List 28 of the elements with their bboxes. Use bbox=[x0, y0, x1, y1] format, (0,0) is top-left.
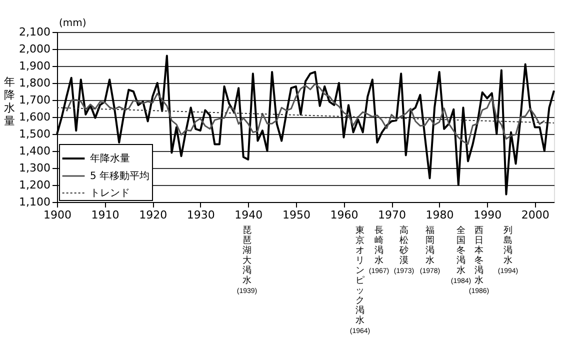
legend-label: 年降水量 bbox=[90, 152, 130, 164]
x-tick-label: 1990 bbox=[474, 208, 502, 222]
y-tick-label: 1,600 bbox=[19, 110, 50, 124]
x-tick-label: 1970 bbox=[378, 208, 406, 222]
y-tick-label: 1,400 bbox=[19, 144, 50, 158]
text: (mm) bbox=[59, 18, 86, 29]
y-axis-title: 年降水量 bbox=[4, 76, 15, 128]
x-tick-label: 1910 bbox=[91, 208, 120, 222]
x-tick-label: 1960 bbox=[330, 208, 358, 222]
y-tick-label: 1,500 bbox=[19, 128, 50, 140]
legend-label: トレンド bbox=[90, 188, 130, 199]
y-tick-label: 1,100 bbox=[19, 196, 50, 208]
x-tick-label: 1920 bbox=[139, 208, 168, 222]
x-tick-label: 1930 bbox=[186, 208, 215, 222]
y-tick-label: 1,900 bbox=[19, 60, 50, 72]
legend-label: 5 年移動平均 bbox=[90, 170, 150, 182]
y-tick-label: 1,800 bbox=[19, 76, 50, 90]
x-tick-label: 2000 bbox=[521, 208, 550, 222]
x-tick-label: 1950 bbox=[282, 208, 310, 222]
y-tick-label: 1,700 bbox=[19, 94, 50, 106]
x-tick-label: 1940 bbox=[234, 208, 263, 222]
x-tick-label: 1900 bbox=[44, 208, 72, 222]
y-tick-label: 1,200 bbox=[19, 178, 50, 192]
y-tick-label: 2,100 bbox=[19, 26, 50, 38]
y-tick-label: 1,300 bbox=[19, 162, 50, 174]
line-series bbox=[66, 83, 546, 145]
x-tick-label: 1980 bbox=[426, 208, 454, 222]
y-tick-label: 2,000 bbox=[19, 42, 50, 56]
